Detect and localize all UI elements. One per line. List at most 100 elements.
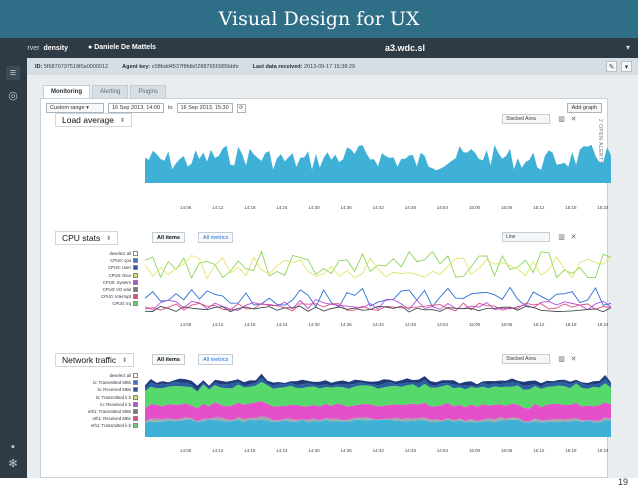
- x-tick-label: 14:06: [180, 322, 192, 327]
- range-select[interactable]: Custom range ▾: [46, 103, 104, 113]
- legend-item[interactable]: eth1: Received MBs: [74, 415, 138, 422]
- series-area: [145, 373, 611, 391]
- legend-label: CPU0: cpu: [110, 258, 131, 264]
- x-tick-label: 15:18: [565, 322, 577, 327]
- x-tick-label: 14:36: [340, 448, 352, 453]
- chart-title[interactable]: Load average ⬍: [55, 113, 133, 127]
- globe-icon[interactable]: ◎: [8, 89, 18, 102]
- legend-swatch: [133, 279, 138, 285]
- chart-type-select[interactable]: Stacked Area: [502, 114, 550, 124]
- x-tick-label: 15:06: [501, 205, 513, 210]
- open-alerts-vertical-tab[interactable]: 2 OPEN ALERTS: [597, 119, 603, 165]
- last-data-label: Last data received:: [252, 63, 303, 70]
- legend-swatch: [133, 409, 138, 415]
- refresh-icon[interactable]: ⟳: [236, 103, 246, 113]
- chart-title[interactable]: Network traffic ⬍: [55, 353, 135, 367]
- legend-item[interactable]: CPU0: I/O wait: [74, 286, 138, 293]
- series-area: [145, 419, 611, 437]
- brand-name: density: [43, 44, 68, 52]
- chart-type-select[interactable]: Stacked Area: [502, 354, 550, 364]
- legend-item[interactable]: lo: Transmitted MBs: [74, 379, 138, 386]
- legend-item[interactable]: eth1: Transmitted k b: [74, 422, 138, 429]
- x-tick-label: 15:24: [597, 205, 609, 210]
- to-label: to: [168, 105, 173, 111]
- x-tick-label: 15:00: [468, 322, 481, 327]
- chevron-down-icon[interactable]: ▾: [625, 43, 630, 52]
- legend-item[interactable]: deselect all: [74, 372, 138, 379]
- legend-swatch: [133, 423, 138, 429]
- tab-plugins[interactable]: Plugins: [130, 85, 167, 98]
- chart-title-text: Network traffic: [62, 355, 117, 365]
- x-tick-label: 15:00: [468, 448, 481, 453]
- x-tick-label: 15:24: [597, 448, 609, 453]
- x-tick-label: 14:42: [372, 322, 384, 327]
- layers-icon[interactable]: ≡: [6, 66, 20, 80]
- metrics-filter[interactable]: All metrics: [198, 232, 234, 243]
- close-icon[interactable]: ✕: [570, 355, 577, 363]
- legend-label: CPU0: I/O wait: [102, 287, 131, 293]
- edit-icon[interactable]: ✎: [606, 61, 617, 72]
- x-tick-label: 14:54: [436, 448, 449, 453]
- legend-item[interactable]: CPU0: User: [74, 264, 138, 271]
- legend-item[interactable]: lo: Received MBs: [74, 386, 138, 393]
- to-date-input[interactable]: 16 Sep 2013, 15:30: [176, 103, 233, 113]
- items-filter[interactable]: All items: [152, 232, 185, 243]
- close-icon[interactable]: ✕: [570, 115, 577, 123]
- x-tick-label: 14:18: [244, 448, 256, 453]
- legend-label: eth1: Transmitted MBs: [88, 409, 131, 415]
- legend-item[interactable]: CPU0: System: [74, 279, 138, 286]
- legend-swatch: [133, 301, 138, 307]
- last-data-value: 2013-09-17 15:38:29: [304, 63, 356, 70]
- x-tick-label: 15:12: [533, 322, 545, 327]
- legend-item[interactable]: eth1: Transmitted MBs: [74, 408, 138, 415]
- metrics-filter[interactable]: All metrics: [198, 354, 234, 365]
- user-name: Daniele De Mattels: [94, 44, 157, 51]
- legend-label: eth1: Received MBs: [92, 416, 131, 422]
- legend-label: lo: Transmitted MBs: [93, 380, 131, 386]
- slide-title-banner: Visual Design for UX: [0, 0, 638, 38]
- close-icon[interactable]: ✕: [570, 233, 577, 241]
- legend-swatch: [133, 272, 138, 278]
- legend-swatch: [133, 401, 138, 407]
- id-value: 5f6870737518f0a0000012: [43, 63, 109, 70]
- x-tick-label: 14:36: [340, 322, 352, 327]
- chat-icon[interactable]: ▪: [11, 441, 15, 453]
- cpu-legend: deselect all CPU0: cpu CPU0: User CPU0: Nic…: [74, 250, 138, 308]
- series-area: [145, 144, 611, 183]
- x-tick-label: 14:24: [276, 205, 288, 210]
- columns-icon[interactable]: ▥: [558, 233, 565, 241]
- columns-icon[interactable]: ▥: [558, 355, 565, 363]
- legend-item[interactable]: lo: Received k b: [74, 401, 138, 408]
- chart-title[interactable]: CPU stats ⬍: [55, 231, 119, 245]
- x-tick-label: 14:42: [372, 448, 384, 453]
- range-select-value: Custom range: [50, 105, 85, 111]
- legend-item[interactable]: CPU0: irq: [74, 300, 138, 307]
- legend-swatch: [133, 258, 138, 264]
- legend-item[interactable]: lo: Transmitted k b: [74, 394, 138, 401]
- legend-item[interactable]: CPU0: Interrupt: [74, 293, 138, 300]
- host-title: a3.wdc.sl: [385, 43, 426, 53]
- tab-alerting[interactable]: Alerting: [92, 85, 129, 98]
- chevron-icon: ⬍: [120, 117, 126, 124]
- section-tabs: Monitoring Alerting Plugins: [43, 85, 167, 98]
- legend-swatch: [133, 387, 138, 393]
- add-graph-button[interactable]: Add graph: [566, 103, 602, 113]
- legend-swatch: [133, 416, 138, 422]
- network-traffic-chart: Network traffic ⬍ All items All metrics S…: [50, 353, 611, 473]
- settings-icon[interactable]: ✻: [8, 457, 18, 470]
- chevron-down-icon[interactable]: ▾: [621, 61, 632, 72]
- items-filter[interactable]: All items: [152, 354, 185, 365]
- x-tick-label: 14:24: [276, 322, 288, 327]
- x-tick-label: 15:06: [501, 322, 513, 327]
- legend-item[interactable]: CPU0: Nice: [74, 272, 138, 279]
- legend-label: deselect all: [109, 251, 132, 257]
- from-date-input[interactable]: 16 Sep 2013, 14:00: [108, 103, 165, 113]
- chart-type-select[interactable]: Line: [502, 232, 550, 242]
- legend-item[interactable]: CPU0: cpu: [74, 257, 138, 264]
- tab-monitoring[interactable]: Monitoring: [43, 85, 90, 98]
- columns-icon[interactable]: ▥: [558, 115, 565, 123]
- legend-item[interactable]: deselect all: [74, 250, 138, 257]
- x-tick-label: 14:42: [372, 205, 384, 210]
- legend-swatch: [133, 294, 138, 300]
- user-menu[interactable]: ● Daniele De Mattels: [88, 44, 156, 51]
